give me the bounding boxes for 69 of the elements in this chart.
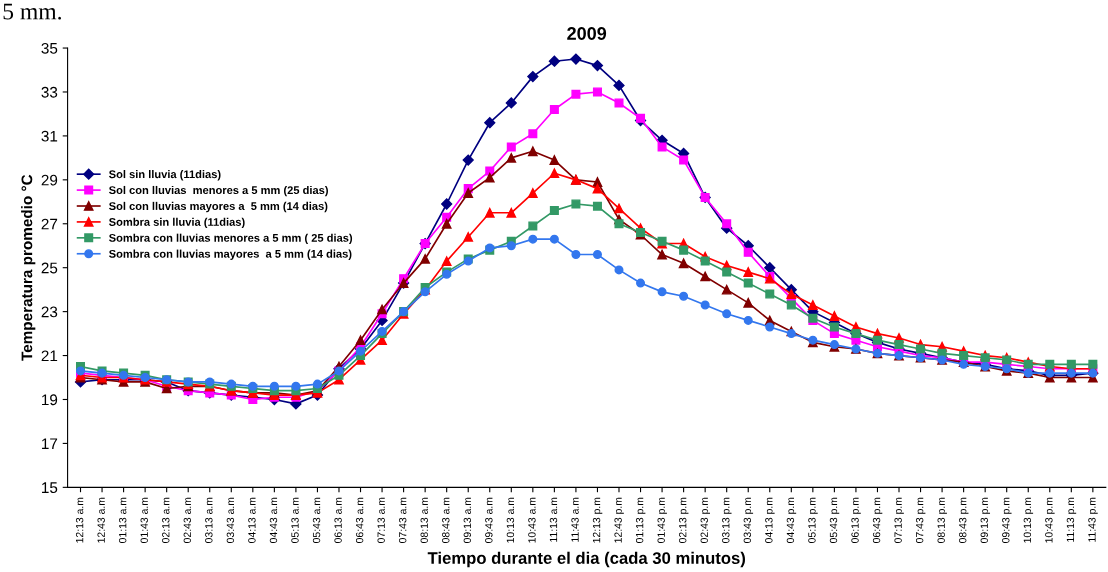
x-tick-label: 01:13 a.m bbox=[119, 497, 127, 543]
x-tick-label: 04:13 p.m bbox=[765, 497, 775, 543]
x-tick-label: 02:43 a.m bbox=[183, 497, 191, 543]
x-tick-label: 11:43 p.m bbox=[1088, 497, 1098, 542]
legend-label: Sombra sin lluvia (11dias) bbox=[109, 217, 245, 229]
x-tick-label: 11:43 a.m bbox=[571, 497, 579, 542]
x-tick-label: 04:43 a.m bbox=[269, 497, 278, 543]
x-tick-label: 04:13 a.m bbox=[248, 497, 256, 543]
x-tick-label: 09:43 a.m bbox=[485, 497, 493, 543]
x-tick-label: 09:43 p.m bbox=[1002, 497, 1012, 543]
x-tick-label: 10:43 p.m bbox=[1045, 497, 1055, 543]
x-tick-label: 01:43 p.m bbox=[657, 497, 667, 543]
legend-label: Sol con lluvias menores a 5 mm (25 dias) bbox=[109, 185, 328, 197]
x-tick-label: 01:43 a.m bbox=[140, 497, 148, 543]
x-tick-label: 12:43 a.m bbox=[97, 497, 105, 543]
legend-label: Sombra con lluvias mayores a 5 mm (14 dias) bbox=[109, 249, 352, 260]
x-tick-label: 02:13 p.m bbox=[679, 497, 689, 543]
legend-label: Sol sin lluvia (11dias) bbox=[109, 170, 221, 181]
x-tick-label: 07:43 a.m bbox=[399, 497, 407, 543]
y-tick-label: 31 bbox=[41, 130, 58, 142]
x-tick-label: 12:13 a.m bbox=[75, 497, 84, 543]
x-tick-label: 07:13 a.m bbox=[377, 497, 385, 543]
y-tick-label: 15 bbox=[42, 482, 58, 494]
x-tick-label: 03:43 a.m bbox=[226, 497, 235, 543]
y-tick-label: 35 bbox=[41, 42, 58, 54]
x-tick-label: 05:13 p.m bbox=[808, 497, 818, 543]
y-tick-label: 23 bbox=[41, 306, 58, 318]
x-tick-label: 06:43 p.m bbox=[872, 497, 883, 543]
x-tick-label: 03:43 p.m bbox=[743, 497, 754, 543]
x-tick-label: 05:43 a.m bbox=[312, 497, 321, 543]
x-tick-label: 05:13 a.m bbox=[291, 497, 299, 543]
x-tick-label: 12:13 p.m bbox=[592, 497, 603, 543]
x-tick-label: 03:13 p.m bbox=[722, 497, 732, 543]
y-tick-label: 19 bbox=[42, 394, 58, 406]
x-tick-label: 03:13 a.m bbox=[205, 497, 213, 543]
chart-title: 2009 bbox=[567, 27, 607, 40]
x-tick-label: 09:13 a.m bbox=[463, 497, 472, 543]
text: 5 mm. bbox=[3, 3, 61, 20]
x-tick-label: 06:13 p.m bbox=[851, 497, 861, 543]
x-tick-label: 01:13 p.m bbox=[635, 497, 646, 543]
x-tick-label: 02:13 a.m bbox=[162, 497, 170, 543]
x-tick-label: 08:13 p.m bbox=[937, 497, 947, 543]
x-tick-label: 02:43 p.m bbox=[700, 497, 711, 543]
x-tick-label: 07:43 p.m bbox=[915, 497, 926, 543]
x-tick-label: 05:43 p.m bbox=[829, 497, 840, 543]
x-tick-label: 11:13 a.m bbox=[549, 497, 558, 542]
x-tick-label: 06:13 a.m bbox=[334, 497, 342, 543]
x-tick-label: 10:13 p.m bbox=[1023, 497, 1034, 543]
y-tick-label: 25 bbox=[41, 262, 58, 274]
x-tick-label: 09:13 p.m bbox=[980, 497, 991, 543]
x-tick-label: 08:43 a.m bbox=[442, 497, 450, 543]
legend-label: Sol con lluvias mayores a 5 mm (14 dias) bbox=[109, 201, 328, 213]
x-tick-label: 12:43 p.m bbox=[614, 497, 624, 543]
x-tick-label: 08:43 p.m bbox=[959, 497, 969, 543]
y-tick-label: 27 bbox=[41, 218, 58, 230]
y-tick-label: 29 bbox=[41, 174, 58, 186]
x-tick-label: 04:43 p.m bbox=[786, 497, 797, 543]
legend-label: Sombra con lluvias menores a 5 mm ( 25 dias) bbox=[109, 233, 353, 245]
x-tick-label: 10:43 a.m bbox=[528, 497, 536, 543]
x-tick-label: 07:13 p.m bbox=[894, 497, 904, 543]
y-axis-title: Temperatura promedio °C bbox=[21, 174, 36, 361]
y-tick-label: 21 bbox=[41, 350, 58, 362]
y-tick-label: 17 bbox=[42, 438, 58, 449]
x-tick-label: 08:13 a.m bbox=[420, 497, 428, 543]
x-tick-label: 06:43 a.m bbox=[355, 497, 364, 543]
x-axis-title: Tiempo durante el dia (cada 30 minutos) bbox=[427, 551, 746, 568]
x-tick-label: 11:13 p.m bbox=[1066, 497, 1077, 542]
y-tick-label: 33 bbox=[41, 86, 58, 98]
x-tick-label: 10:13 a.m bbox=[506, 497, 515, 543]
